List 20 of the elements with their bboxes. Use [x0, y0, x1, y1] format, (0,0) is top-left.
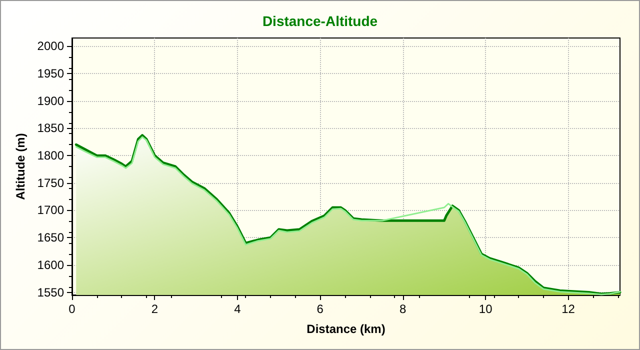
- x-axis-title: Distance (km): [306, 322, 386, 336]
- y-tick-label: 1550: [37, 285, 64, 300]
- y-tick-label: 2000: [37, 39, 64, 54]
- y-tick-label: 1700: [37, 203, 64, 218]
- y-tick-label: 1650: [37, 230, 64, 245]
- y-tick-label: 1600: [37, 258, 64, 272]
- x-tick-label: 12: [562, 302, 576, 316]
- y-tick-label: 1850: [37, 121, 64, 136]
- x-tick-label: 0: [68, 302, 76, 316]
- y-tick-label: 1800: [37, 148, 64, 163]
- y-tick-label: 1900: [37, 94, 64, 108]
- x-tick-label: 4: [234, 302, 242, 316]
- x-tick-label: 6: [316, 302, 324, 316]
- chart-title: Distance-Altitude: [262, 13, 378, 29]
- x-tick-label: 2: [151, 302, 158, 316]
- y-axis-title: Altitude (m): [13, 133, 28, 200]
- y-tick-label: 1750: [37, 176, 64, 190]
- x-tick-label: 10: [478, 302, 493, 316]
- x-tick-label: 8: [400, 302, 407, 316]
- y-tick-label: 1950: [37, 66, 64, 81]
